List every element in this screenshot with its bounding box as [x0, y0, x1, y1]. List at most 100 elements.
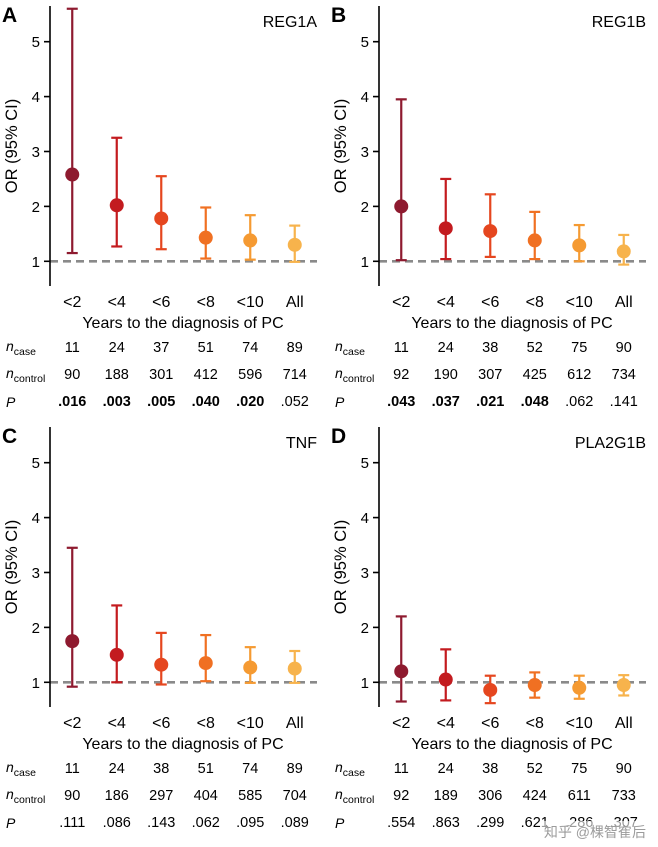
- row-label-n_case: ncase: [335, 337, 365, 358]
- y-tick-label: 4: [361, 89, 369, 106]
- table-value: 75: [571, 760, 588, 777]
- table-value: 714: [282, 366, 307, 383]
- y-tick-label: 2: [361, 620, 369, 637]
- table-value: 734: [611, 366, 636, 383]
- row-label-n_control: ncontrol: [6, 364, 46, 385]
- y-tick-label: 5: [32, 455, 40, 472]
- table-value: 11: [64, 339, 80, 356]
- x-tick-label: <4: [437, 715, 455, 732]
- table-value: 24: [108, 760, 125, 777]
- or-point: [616, 244, 631, 259]
- table-row-n_control: ncontrol 92 190 307 425 612 734: [329, 361, 658, 388]
- y-tick-label: 3: [32, 565, 40, 582]
- table-value: .043: [387, 393, 416, 410]
- y-tick-label: 2: [361, 199, 369, 216]
- x-tick-label: <4: [108, 715, 126, 732]
- table-value: .016: [58, 393, 87, 410]
- table-value: 611: [567, 787, 591, 804]
- table-value: 89: [286, 760, 303, 777]
- y-tick-label: 1: [361, 675, 369, 692]
- table-value: 90: [615, 760, 632, 777]
- y-tick-label: 5: [361, 34, 369, 51]
- y-tick-label: 2: [32, 620, 40, 637]
- table-value: 301: [149, 366, 174, 383]
- x-axis-label: Years to the diagnosis of PC: [411, 315, 612, 332]
- or-point: [243, 233, 258, 248]
- panel-letter: D: [331, 425, 346, 448]
- panel-letter: B: [331, 4, 346, 27]
- panel-reg1a: 1 2 3 4 5 <2 <4 <6 <8 <10 All A REG1A OR (95% CI) …: [0, 0, 329, 421]
- table-value: 89: [286, 339, 303, 356]
- y-tick-label: 5: [361, 455, 369, 472]
- table-value: .021: [476, 393, 505, 410]
- row-label-p: P: [335, 814, 345, 831]
- table-value: 306: [478, 787, 503, 804]
- stats-table: ncase 11 24 38 52 75 90 ncontrol 92 190 307 425 612 7…: [329, 334, 658, 415]
- table-value: .020: [236, 393, 265, 410]
- table-row-n_case: ncase 11 24 37 51 74 89: [0, 334, 329, 361]
- x-tick-label: <4: [108, 294, 126, 311]
- y-tick-label: 5: [32, 34, 40, 51]
- table-value: 92: [393, 787, 410, 804]
- x-tick-label: <6: [481, 294, 499, 311]
- row-label-p: P: [6, 393, 16, 410]
- or-point: [572, 238, 587, 253]
- or-point: [65, 167, 80, 182]
- y-axis-label: OR (95% CI): [3, 520, 21, 614]
- table-value: .863: [431, 814, 460, 831]
- table-value: 11: [393, 760, 409, 777]
- or-point: [154, 657, 169, 672]
- table-value: 38: [482, 339, 499, 356]
- table-value: 188: [104, 366, 129, 383]
- table-value: 704: [282, 787, 307, 804]
- table-value: .086: [102, 814, 131, 831]
- or-point: [394, 199, 409, 214]
- y-axis-label: OR (95% CI): [3, 99, 21, 193]
- or-point: [287, 237, 302, 252]
- stats-table: ncase 11 24 37 51 74 89 ncontrol 90 188 301 412 596 7…: [0, 334, 329, 415]
- table-value: 51: [197, 339, 214, 356]
- or-point: [287, 661, 302, 676]
- x-tick-label: <8: [197, 294, 215, 311]
- x-tick-label: All: [615, 294, 633, 311]
- table-value: 24: [437, 760, 454, 777]
- y-tick-label: 3: [32, 144, 40, 161]
- x-axis-label: Years to the diagnosis of PC: [411, 736, 612, 753]
- or-point: [483, 224, 498, 239]
- y-tick-label: 4: [32, 510, 40, 527]
- or-point: [438, 672, 453, 687]
- table-value: 74: [242, 760, 259, 777]
- x-tick-label: <8: [526, 715, 544, 732]
- panel-letter: A: [2, 4, 17, 27]
- panel-reg1b: 1 2 3 4 5 <2 <4 <6 <8 <10 All B REG1B OR (95% CI) …: [329, 0, 658, 421]
- x-tick-label: <4: [437, 294, 455, 311]
- row-label-n_case: ncase: [6, 758, 36, 779]
- or-point: [109, 198, 124, 213]
- forest-chart-tnf: 1 2 3 4 5 <2 <4 <6 <8 <10 All C TNF OR (95% CI) Ye…: [2, 425, 317, 753]
- x-tick-label: <6: [481, 715, 499, 732]
- table-value: .052: [280, 393, 309, 410]
- table-value: 90: [64, 366, 81, 383]
- table-value: .003: [102, 393, 131, 410]
- table-value: 75: [571, 339, 588, 356]
- gene-label: REG1A: [263, 14, 318, 31]
- x-tick-label: <6: [152, 294, 170, 311]
- x-tick-label: <2: [392, 294, 410, 311]
- x-tick-label: All: [615, 715, 633, 732]
- table-value: .095: [236, 814, 265, 831]
- or-point: [65, 634, 80, 649]
- table-value: .005: [147, 393, 176, 410]
- gene-label: REG1B: [592, 14, 646, 31]
- stats-table: ncase 11 24 38 51 74 89 ncontrol 90 186 297 404 585 7…: [0, 755, 329, 836]
- or-point: [154, 211, 169, 226]
- table-value: 424: [522, 787, 547, 804]
- or-point: [109, 647, 124, 662]
- table-value: 90: [64, 787, 81, 804]
- watermark: 知乎 @棵智隺后: [539, 821, 650, 843]
- or-point: [394, 664, 409, 679]
- table-value: .554: [387, 814, 416, 831]
- table-row-n_case: ncase 11 24 38 51 74 89: [0, 755, 329, 782]
- gene-label: PLA2G1B: [575, 435, 646, 452]
